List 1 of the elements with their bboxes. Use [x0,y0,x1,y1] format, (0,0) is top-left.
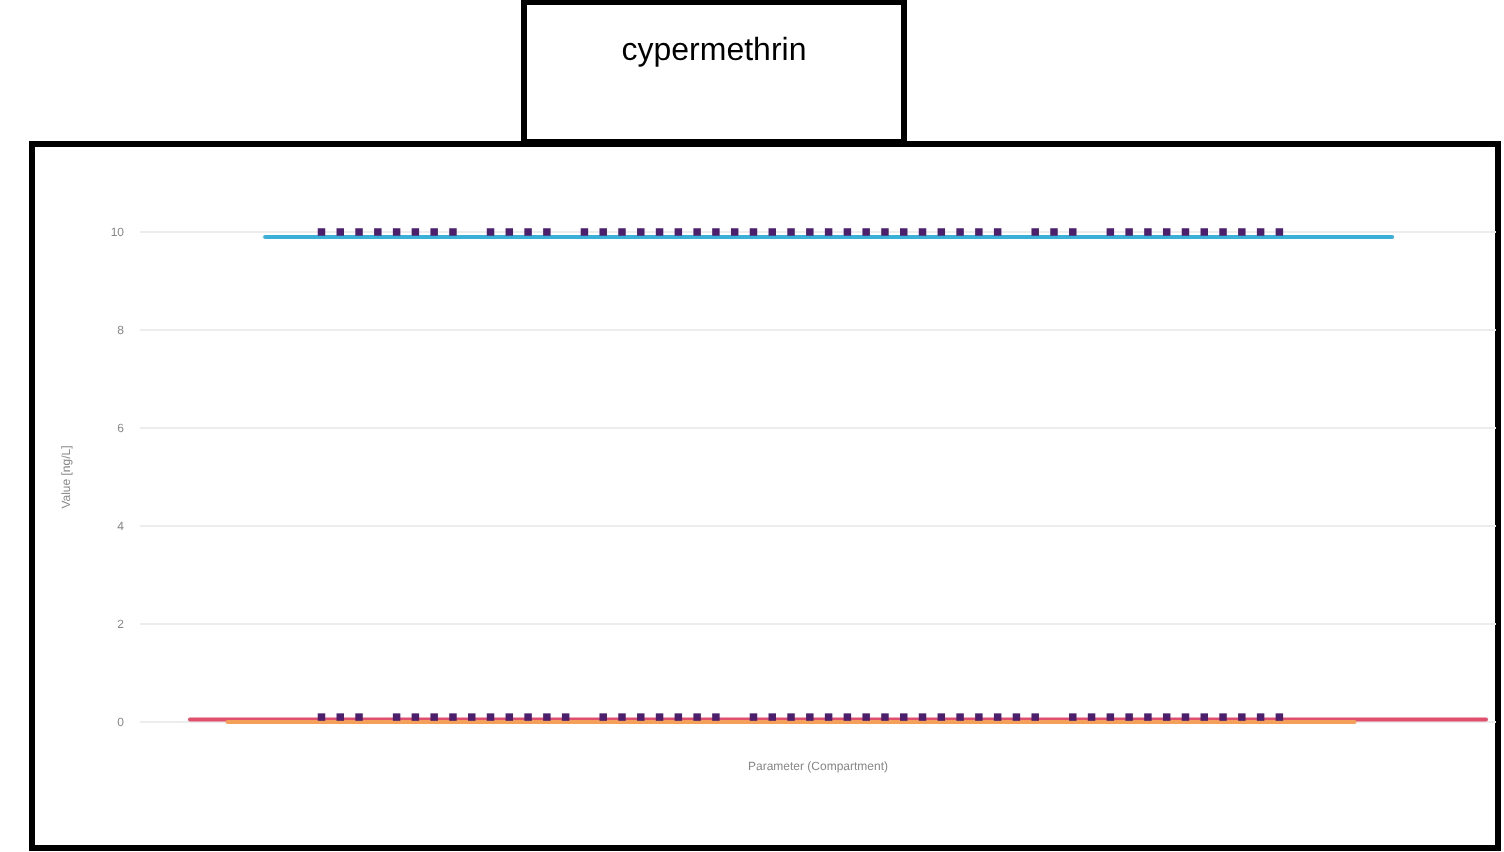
chart-title: cypermethrin [621,34,807,68]
